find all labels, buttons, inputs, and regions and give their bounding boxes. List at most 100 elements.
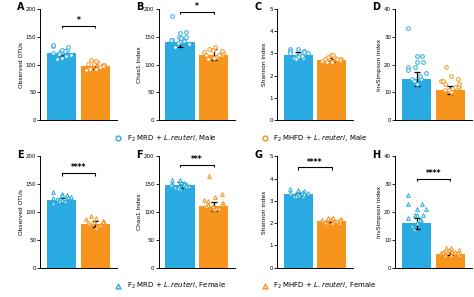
- Point: [300, 189, 308, 194]
- Point: [292, 194, 300, 199]
- Point: [329, 216, 337, 221]
- Point: [448, 90, 456, 95]
- Text: F: F: [136, 150, 142, 159]
- Point: [168, 183, 175, 188]
- Point: [177, 179, 184, 184]
- Point: [328, 60, 336, 65]
- Point: [49, 189, 57, 194]
- Point: [96, 64, 104, 69]
- Text: ***: ***: [191, 155, 202, 164]
- Point: [451, 250, 459, 255]
- Bar: [199, 206, 228, 268]
- Point: [168, 178, 175, 183]
- Point: [62, 54, 70, 59]
- Point: [93, 60, 101, 65]
- Point: [212, 206, 219, 211]
- Point: [86, 67, 94, 72]
- Y-axis label: Shannon index: Shannon index: [262, 190, 267, 234]
- Point: [301, 191, 308, 196]
- Point: [100, 62, 107, 67]
- Point: [176, 40, 184, 45]
- Point: [417, 218, 425, 223]
- Point: [168, 37, 175, 42]
- Point: [202, 53, 210, 58]
- Point: [202, 204, 210, 209]
- Point: [299, 56, 307, 60]
- Point: [62, 198, 70, 203]
- Point: [62, 49, 69, 54]
- Point: [447, 253, 455, 257]
- Point: [218, 49, 226, 54]
- Point: [176, 31, 184, 35]
- Point: [447, 245, 455, 250]
- Point: [64, 193, 71, 198]
- Point: [204, 56, 212, 60]
- Point: [181, 39, 188, 44]
- Point: [286, 51, 293, 56]
- Point: [168, 182, 175, 187]
- Text: ****: ****: [426, 169, 441, 178]
- Point: [299, 194, 307, 198]
- Point: [92, 58, 100, 63]
- Point: [218, 202, 226, 207]
- Point: [446, 87, 453, 92]
- Point: [210, 56, 218, 60]
- Text: ****: ****: [71, 163, 86, 173]
- Point: [91, 220, 98, 225]
- Point: [337, 57, 344, 62]
- Point: [175, 184, 182, 188]
- Point: [323, 60, 330, 64]
- Point: [49, 50, 57, 55]
- Point: [100, 64, 107, 69]
- Point: [57, 196, 64, 201]
- Point: [172, 185, 179, 190]
- Point: [295, 192, 303, 197]
- Point: [174, 186, 182, 190]
- Point: [404, 65, 412, 70]
- Point: [57, 50, 64, 55]
- Bar: [81, 224, 110, 268]
- Point: [336, 57, 344, 62]
- Point: [55, 52, 63, 56]
- Point: [186, 42, 193, 46]
- Point: [404, 201, 412, 206]
- Point: [87, 214, 95, 219]
- Point: [411, 65, 419, 70]
- Point: [62, 198, 69, 203]
- Point: [294, 47, 302, 51]
- Point: [441, 251, 448, 256]
- Point: [441, 87, 449, 92]
- Point: [336, 218, 344, 223]
- Point: [404, 26, 412, 31]
- Point: [417, 76, 425, 81]
- Point: [455, 76, 462, 81]
- Point: [324, 54, 331, 59]
- Point: [442, 245, 450, 250]
- Point: [67, 195, 75, 199]
- Point: [55, 199, 63, 204]
- Point: [174, 41, 182, 46]
- Point: [64, 195, 72, 199]
- Point: [301, 50, 308, 55]
- Point: [321, 56, 328, 61]
- Point: [329, 53, 337, 58]
- Bar: [165, 185, 194, 268]
- Point: [172, 45, 179, 49]
- Point: [177, 36, 184, 41]
- Bar: [284, 194, 313, 268]
- Text: E: E: [18, 150, 24, 159]
- Point: [324, 216, 331, 221]
- Point: [100, 64, 108, 69]
- Point: [451, 85, 459, 89]
- Point: [92, 225, 100, 230]
- Y-axis label: Observed OTUs: Observed OTUs: [18, 189, 24, 235]
- Point: [204, 203, 212, 208]
- Point: [447, 73, 455, 78]
- Point: [168, 13, 175, 18]
- Point: [182, 34, 190, 39]
- Text: A: A: [18, 2, 25, 12]
- Point: [455, 252, 463, 257]
- Point: [337, 217, 345, 222]
- Point: [333, 57, 341, 61]
- Point: [439, 79, 447, 84]
